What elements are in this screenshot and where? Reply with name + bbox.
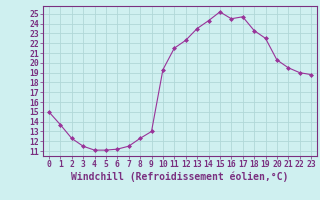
- X-axis label: Windchill (Refroidissement éolien,°C): Windchill (Refroidissement éolien,°C): [71, 172, 289, 182]
